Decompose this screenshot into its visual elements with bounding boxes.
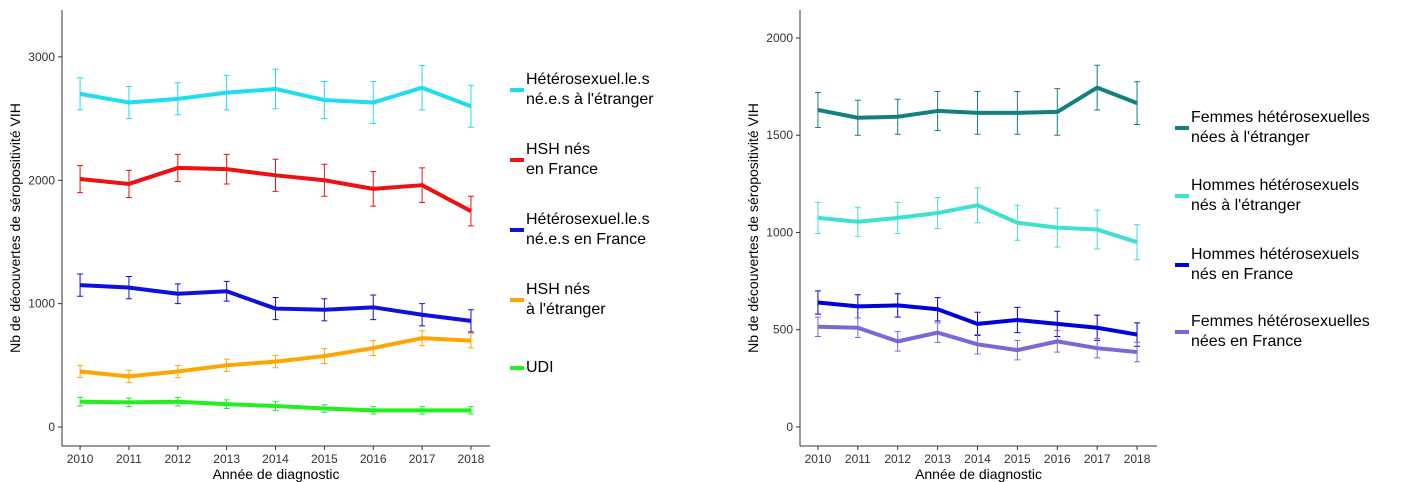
y-tick-label: 1000	[766, 225, 793, 239]
x-tick-label: 2012	[884, 452, 911, 466]
y-tick-label: 0	[786, 420, 793, 434]
x-tick-label: 2014	[964, 452, 991, 466]
legend-label: Hétérosexuel.le.s né.e.s en France	[526, 211, 650, 248]
y-tick-label: 3000	[28, 50, 55, 64]
x-tick-label: 2013	[924, 452, 951, 466]
x-tick-label: 2010	[67, 452, 94, 466]
error-bar	[77, 396, 84, 407]
series-line	[79, 165, 472, 213]
legend-label: Hétérosexuel.le.s né.e.s à l'étranger	[526, 71, 654, 108]
series-line	[817, 203, 1138, 245]
error-bar	[1134, 81, 1141, 126]
error-bar	[77, 364, 84, 379]
x-axis-label: Année de diagnostic	[915, 466, 1042, 482]
series-line	[817, 85, 1138, 120]
y-tick-label: 0	[48, 420, 55, 434]
x-tick-label: 2013	[213, 452, 240, 466]
series-line	[79, 85, 472, 109]
x-tick-label: 2015	[311, 452, 338, 466]
y-tick-label: 2000	[766, 31, 793, 45]
y-axis-label: Nb de découvertes de séropositivité VIH	[745, 103, 761, 353]
y-tick-label: 1500	[766, 128, 793, 142]
x-tick-label: 2016	[1044, 452, 1071, 466]
error-bar	[77, 77, 84, 111]
legend-label: Femmes hétérosexuelles nées à l'étranger	[1191, 109, 1370, 146]
error-bar	[77, 164, 84, 194]
x-tick-label: 2011	[845, 452, 871, 466]
y-tick-label: 2000	[28, 173, 55, 187]
x-tick-label: 2015	[1004, 452, 1031, 466]
legend-label: UDI	[526, 359, 554, 376]
series-line	[79, 283, 472, 323]
x-tick-label: 2018	[1124, 452, 1151, 466]
x-tick-label: 2011	[116, 452, 142, 466]
y-tick-label: 500	[773, 323, 793, 337]
legend-label: Femmes hétérosexuelles nées en France	[1191, 313, 1370, 350]
y-tick-label: 1000	[28, 297, 55, 311]
series-line	[80, 399, 471, 413]
legend-label: HSH nés en France	[526, 141, 599, 178]
series-line	[79, 336, 472, 379]
error-bar	[77, 273, 84, 297]
x-tick-label: 2016	[360, 452, 387, 466]
x-tick-label: 2010	[805, 452, 832, 466]
y-axis-label: Nb de découvertes de séropositivité VIH	[7, 103, 23, 353]
x-tick-label: 2017	[409, 452, 436, 466]
error-bar	[1134, 341, 1141, 363]
error-bar	[1134, 224, 1141, 261]
legend-label: Hommes hétérosexuels nés à l'étranger	[1191, 177, 1360, 214]
x-axis-label: Année de diagnostic	[213, 466, 340, 482]
x-tick-label: 2014	[262, 452, 289, 466]
x-tick-label: 2012	[164, 452, 191, 466]
series-line	[817, 300, 1138, 337]
legend-label: HSH nés à l'étranger	[526, 281, 606, 318]
legend-label: Hommes hétérosexuels nés en France	[1191, 246, 1360, 283]
x-tick-label: 2018	[458, 452, 485, 466]
x-tick-label: 2017	[1084, 452, 1111, 466]
series-line	[817, 324, 1138, 355]
